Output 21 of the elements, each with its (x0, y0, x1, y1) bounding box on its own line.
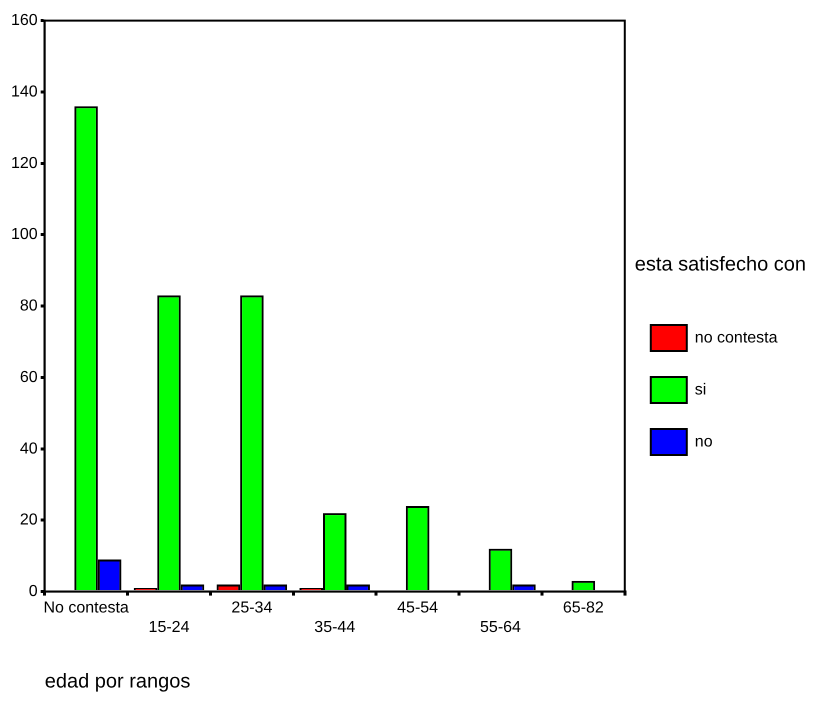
y-tick-label: 40 (20, 440, 38, 458)
x-axis-title: edad por rangos (44, 670, 190, 693)
y-tick-label: 0 (28, 583, 38, 600)
x-tick-label: No contesta (43, 600, 129, 617)
x-tick-label: 15-24 (148, 618, 190, 636)
y-tick-label: 100 (10, 226, 38, 244)
x-tick-label: 45-54 (397, 600, 438, 617)
y-tick-label: 140 (10, 83, 38, 100)
x-tick-label: 65-82 (562, 600, 604, 617)
y-tick-label: 60 (20, 368, 38, 386)
x-tick-label: 35-44 (314, 618, 356, 636)
legend-label: no contesta (694, 329, 778, 346)
legend-label: si (694, 381, 706, 398)
y-tick-label: 160 (10, 12, 38, 30)
x-tick-label: 55-64 (480, 618, 522, 636)
legend-title: esta satisfecho con (634, 254, 806, 276)
y-tick-label: 80 (20, 298, 38, 315)
x-tick-label: 25-34 (231, 600, 272, 617)
y-tick-label: 20 (20, 512, 38, 529)
legend-label: no (694, 433, 713, 450)
y-tick-label: 120 (10, 154, 38, 172)
